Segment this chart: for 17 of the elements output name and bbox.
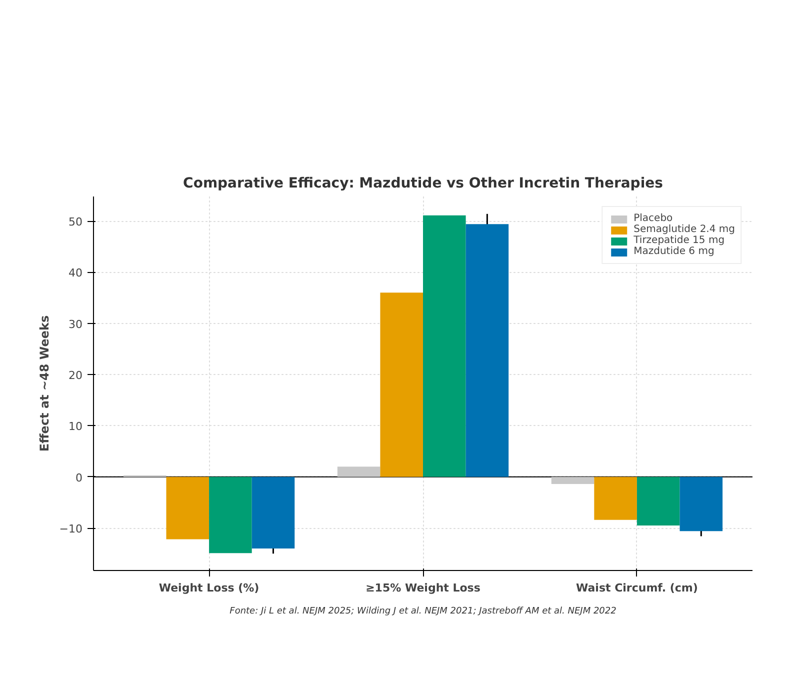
- chart-title: Comparative Efficacy: Mazdutide vs Other Incretin Therapies: [183, 176, 663, 192]
- x-tick-label: ≥15% Weight Loss: [366, 582, 481, 594]
- source-note: Fonte: Ji L et al. NEJM 2025; Wilding J et al. NEJM 2021; Jastreboff AM et al. NEJM 2022: [230, 606, 617, 616]
- legend-label: Semaglutide 2.4 mg: [634, 224, 735, 235]
- y-tick-label: 50: [68, 216, 83, 229]
- legend-label: Placebo: [634, 213, 673, 224]
- y-tick-label: 40: [68, 266, 83, 280]
- legend-label: Mazdutide 6 mg: [634, 246, 714, 257]
- y-tick-label: 0: [76, 471, 82, 484]
- y-tick-label: 10: [68, 420, 83, 434]
- x-tick-label: Weight Loss (%): [158, 582, 260, 594]
- legend-label: Tirzepatide 15 mg: [634, 235, 725, 246]
- y-tick-label: −10: [59, 522, 83, 536]
- y-tick-label: 20: [68, 369, 83, 382]
- y-axis-title: Effect at ~48 Weeks: [37, 315, 52, 452]
- y-tick-label: 30: [68, 318, 83, 331]
- x-tick-label: Waist Circumf. (cm): [576, 582, 698, 594]
